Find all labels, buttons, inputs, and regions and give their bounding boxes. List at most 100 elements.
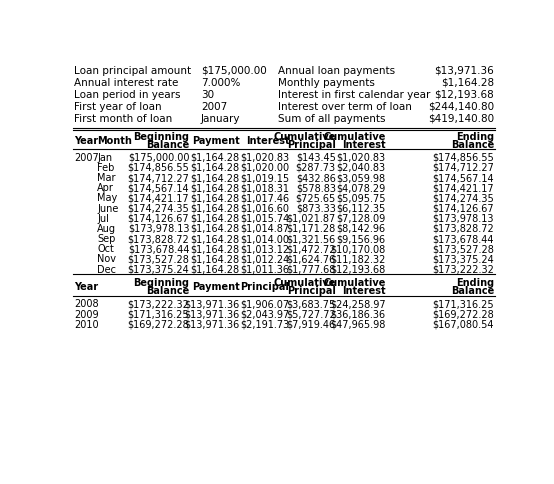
Text: Interest in first calendar year: Interest in first calendar year: [279, 90, 431, 100]
Text: $10,170.08: $10,170.08: [330, 244, 386, 254]
Text: $2,040.83: $2,040.83: [336, 163, 386, 173]
Text: Sep: Sep: [97, 234, 116, 244]
Text: Balance: Balance: [146, 140, 189, 150]
Text: 2007: 2007: [201, 102, 227, 112]
Text: 2007: 2007: [74, 153, 99, 163]
Text: $173,828.72: $173,828.72: [127, 234, 189, 244]
Text: $171,316.25: $171,316.25: [128, 310, 189, 319]
Text: $1,164.28: $1,164.28: [191, 163, 240, 173]
Text: Annual interest rate: Annual interest rate: [74, 78, 178, 88]
Text: $1,019.15: $1,019.15: [240, 173, 289, 183]
Text: $13,971.36: $13,971.36: [434, 66, 494, 76]
Text: $1,321.56: $1,321.56: [286, 234, 336, 244]
Text: Cumulative: Cumulative: [323, 278, 386, 288]
Text: $169,272.28: $169,272.28: [432, 310, 494, 319]
Text: $36,186.36: $36,186.36: [330, 310, 386, 319]
Text: $7,919.46: $7,919.46: [287, 320, 336, 330]
Text: $143.45: $143.45: [296, 153, 336, 163]
Text: $174,856.55: $174,856.55: [127, 163, 189, 173]
Text: $174,126.67: $174,126.67: [128, 214, 189, 224]
Text: $9,156.96: $9,156.96: [336, 234, 386, 244]
Text: $174,567.14: $174,567.14: [128, 183, 189, 193]
Text: $173,375.24: $173,375.24: [432, 255, 494, 264]
Text: $12,193.68: $12,193.68: [434, 90, 494, 100]
Text: Balance: Balance: [146, 286, 189, 296]
Text: $2,191.73: $2,191.73: [240, 320, 289, 330]
Text: $11,182.32: $11,182.32: [330, 255, 386, 264]
Text: 7.000%: 7.000%: [201, 78, 240, 88]
Text: 30: 30: [201, 90, 214, 100]
Text: $173,527.28: $173,527.28: [432, 244, 494, 254]
Text: $1,013.12: $1,013.12: [240, 244, 289, 254]
Text: $1,164.28: $1,164.28: [441, 78, 494, 88]
Text: First month of loan: First month of loan: [74, 114, 172, 123]
Text: $1,164.28: $1,164.28: [191, 234, 240, 244]
Text: $174,856.55: $174,856.55: [432, 153, 494, 163]
Text: Ending: Ending: [456, 132, 494, 142]
Text: $169,272.28: $169,272.28: [127, 320, 189, 330]
Text: First year of loan: First year of loan: [74, 102, 162, 112]
Text: Interest: Interest: [342, 140, 386, 150]
Text: $244,140.80: $244,140.80: [428, 102, 494, 112]
Text: Loan period in years: Loan period in years: [74, 90, 181, 100]
Text: Aug: Aug: [97, 224, 116, 234]
Text: $24,258.97: $24,258.97: [330, 300, 386, 309]
Text: $174,274.35: $174,274.35: [127, 204, 189, 213]
Text: $1,016.60: $1,016.60: [240, 204, 289, 213]
Text: $5,727.72: $5,727.72: [286, 310, 336, 319]
Text: $1,164.28: $1,164.28: [191, 255, 240, 264]
Text: Year: Year: [74, 136, 98, 146]
Text: $1,164.28: $1,164.28: [191, 244, 240, 254]
Text: $174,567.14: $174,567.14: [432, 173, 494, 183]
Text: Cumulative: Cumulative: [274, 132, 336, 142]
Text: May: May: [97, 194, 117, 203]
Text: Loan principal amount: Loan principal amount: [74, 66, 191, 76]
Text: $1,020.83: $1,020.83: [240, 153, 289, 163]
Text: $1,164.28: $1,164.28: [191, 183, 240, 193]
Text: January: January: [201, 114, 240, 123]
Text: $725.65: $725.65: [296, 194, 336, 203]
Text: $1,164.28: $1,164.28: [191, 204, 240, 213]
Text: Beginning: Beginning: [134, 278, 189, 288]
Text: $173,222.32: $173,222.32: [127, 300, 189, 309]
Text: Feb: Feb: [97, 163, 115, 173]
Text: Interest: Interest: [246, 136, 289, 146]
Text: Nov: Nov: [97, 255, 116, 264]
Text: $167,080.54: $167,080.54: [433, 320, 494, 330]
Text: Cumulative: Cumulative: [274, 278, 336, 288]
Text: $173,678.44: $173,678.44: [128, 244, 189, 254]
Text: $1,906.07: $1,906.07: [240, 300, 289, 309]
Text: 2008: 2008: [74, 300, 99, 309]
Text: $173,375.24: $173,375.24: [127, 265, 189, 274]
Text: Jan: Jan: [97, 153, 112, 163]
Text: $8,142.96: $8,142.96: [336, 224, 386, 234]
Text: Sum of all payments: Sum of all payments: [279, 114, 386, 123]
Text: $174,712.27: $174,712.27: [432, 163, 494, 173]
Text: Monthly payments: Monthly payments: [279, 78, 376, 88]
Text: $175,000.00: $175,000.00: [201, 66, 266, 76]
Text: $3,059.98: $3,059.98: [336, 173, 386, 183]
Text: $1,017.46: $1,017.46: [240, 194, 289, 203]
Text: $174,421.17: $174,421.17: [128, 194, 189, 203]
Text: $1,021.87: $1,021.87: [286, 214, 336, 224]
Text: $432.86: $432.86: [296, 173, 336, 183]
Text: $1,020.83: $1,020.83: [336, 153, 386, 163]
Text: Mar: Mar: [97, 173, 116, 183]
Text: $1,164.28: $1,164.28: [191, 224, 240, 234]
Text: $1,012.24: $1,012.24: [240, 255, 289, 264]
Text: $1,014.87: $1,014.87: [240, 224, 289, 234]
Text: Interest over term of loan: Interest over term of loan: [279, 102, 412, 112]
Text: $173,678.44: $173,678.44: [433, 234, 494, 244]
Text: $174,421.17: $174,421.17: [432, 183, 494, 193]
Text: $2,043.97: $2,043.97: [240, 310, 289, 319]
Text: $1,164.28: $1,164.28: [191, 194, 240, 203]
Text: Dec: Dec: [97, 265, 116, 274]
Text: Oct: Oct: [97, 244, 114, 254]
Text: $1,018.31: $1,018.31: [240, 183, 289, 193]
Text: $1,164.28: $1,164.28: [191, 214, 240, 224]
Text: $175,000.00: $175,000.00: [128, 153, 189, 163]
Text: $1,020.00: $1,020.00: [240, 163, 289, 173]
Text: $1,164.28: $1,164.28: [191, 153, 240, 163]
Text: $1,015.74: $1,015.74: [240, 214, 289, 224]
Text: Balance: Balance: [451, 286, 494, 296]
